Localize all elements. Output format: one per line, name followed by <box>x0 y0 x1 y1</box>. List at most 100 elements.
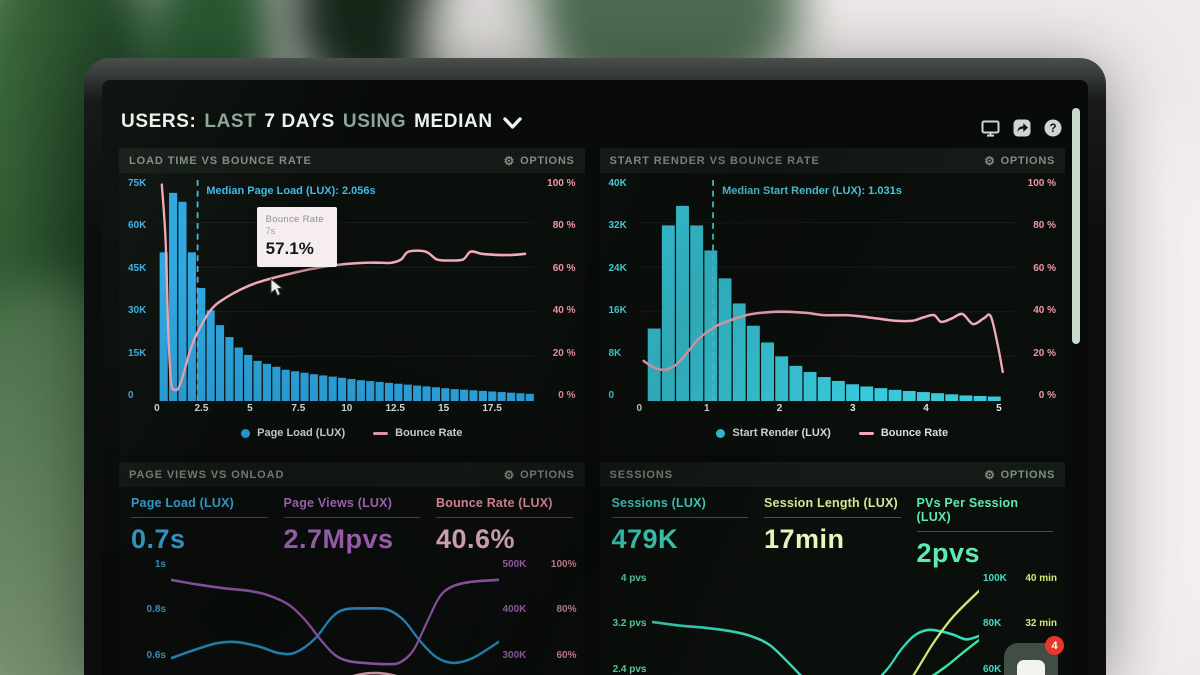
metric-label: Sessions (LUX) <box>611 496 706 510</box>
legend-line <box>858 431 874 435</box>
metric-label: Session Length (LUX) <box>764 496 898 510</box>
x-tick: 0 <box>636 403 643 414</box>
x-axis: 0 2.5 5 7.5 10 12.5 15 17.5 <box>119 401 585 418</box>
gear-icon: ⚙ <box>503 467 516 482</box>
y-tick: 20 % <box>1033 347 1056 359</box>
metric-value: 2.7Mpvs <box>283 524 394 554</box>
mouse-cursor <box>270 278 283 297</box>
legend-dot <box>241 428 251 438</box>
panel-header: PAGE VIEWS VS ONLOAD ⚙ OPTIONS <box>119 462 585 487</box>
y-tick: 4 pvs <box>620 573 647 584</box>
laptop-bezel: USERS: LAST 7 DAYS USING MEDIAN ? LOAD T… <box>84 58 1106 675</box>
y-tick: 500K <box>502 559 527 570</box>
y-tick: 40 % <box>552 305 576 317</box>
gear-icon: ⚙ <box>984 467 996 482</box>
display-icon[interactable] <box>981 120 1000 137</box>
options-label: OPTIONS <box>520 154 575 167</box>
y-axis-right: 100 % 80 % 60 % 40 % 20 % 0 % <box>535 178 579 401</box>
panel-load-time-vs-bounce-rate: LOAD TIME VS BOUNCE RATE ⚙ OPTIONS 75K 6… <box>119 148 585 455</box>
header-segment: 7 DAYS <box>264 111 335 132</box>
x-tick: 0 <box>154 403 160 414</box>
y-tick: 400K <box>502 604 527 615</box>
y-axis-left: 75K 60K 45K 30K 15K 0 <box>125 178 159 401</box>
legend-item-bounce-rate[interactable]: Bounce Rate <box>858 427 949 439</box>
x-tick: 10 <box>341 403 353 414</box>
panel-header: START RENDER VS BOUNCE RATE ⚙ OPTIONS <box>599 148 1065 173</box>
options-button[interactable]: ⚙ OPTIONS <box>504 155 575 167</box>
sessions-line-chart[interactable] <box>651 573 980 675</box>
dashboard-screen: USERS: LAST 7 DAYS USING MEDIAN ? LOAD T… <box>102 80 1088 675</box>
x-tick: 12.5 <box>385 403 405 414</box>
y-axis-left: 1s 0.8s 0.6s <box>125 559 171 675</box>
y-tick: 3.2 pvs <box>612 618 647 629</box>
y-tick: 0.8s <box>146 604 166 615</box>
y-tick: 0.6s <box>146 650 166 661</box>
metric-value: 40.6% <box>436 524 516 554</box>
gear-icon: ⚙ <box>503 153 516 168</box>
load-time-plot: Median Page Load (LUX): 2.056s Bounce Ra… <box>159 178 535 401</box>
start-render-histogram[interactable] <box>639 178 1016 401</box>
x-tick: 2 <box>776 403 783 414</box>
legend-item-start-render[interactable]: Start Render (LUX) <box>716 427 831 439</box>
y-tick: 60K <box>128 220 147 232</box>
panel-header: LOAD TIME VS BOUNCE RATE ⚙ OPTIONS <box>119 148 585 173</box>
header-segment: USING <box>342 111 407 132</box>
help-icon[interactable]: ? <box>1044 119 1062 137</box>
metric-label: Page Load (LUX) <box>131 496 235 510</box>
x-tick: 4 <box>923 403 929 414</box>
panel-sessions: SESSIONS ⚙ OPTIONS Sessions (LUX) 479K <box>599 462 1065 675</box>
y-tick: 40K <box>608 178 627 189</box>
tooltip-x-value: 7s <box>265 225 276 236</box>
metrics-row: Page Load (LUX) 0.7s Page Views (LUX) 2.… <box>119 487 585 557</box>
page-views-plot <box>171 559 499 675</box>
y-tick: 100K <box>983 573 1007 584</box>
load-time-histogram[interactable] <box>159 178 535 401</box>
header-toolbar: ? <box>981 119 1062 137</box>
tooltip-title: Bounce Rate <box>265 213 324 225</box>
y-tick: 80 % <box>552 220 576 232</box>
chat-launcher-button[interactable]: 4 <box>1004 636 1064 675</box>
legend-item-page-load[interactable]: Page Load (LUX) <box>241 427 345 439</box>
metric-value: 2pvs <box>916 538 981 568</box>
legend-dot <box>716 428 726 438</box>
x-tick: 2.5 <box>194 403 209 414</box>
x-tick: 17.5 <box>482 403 502 414</box>
y-tick: 60% <box>556 650 577 661</box>
metric-label: Bounce Rate (LUX) <box>436 496 553 510</box>
legend-label: Start Render (LUX) <box>732 427 831 439</box>
dashboard-grid: LOAD TIME VS BOUNCE RATE ⚙ OPTIONS 75K 6… <box>119 148 1065 675</box>
x-tick: 5 <box>247 403 253 414</box>
panel-title: LOAD TIME VS BOUNCE RATE <box>129 154 312 167</box>
options-button[interactable]: ⚙ OPTIONS <box>984 155 1055 167</box>
options-button[interactable]: ⚙ OPTIONS <box>984 469 1055 481</box>
options-button[interactable]: ⚙ OPTIONS <box>504 469 575 481</box>
metric-sessions: Sessions (LUX) 479K <box>611 496 748 569</box>
y-axis-right: 500K 100% 400K 80% 300K 60% <box>499 559 579 675</box>
legend-item-bounce-rate[interactable]: Bounce Rate <box>373 427 462 439</box>
y-tick: 0 % <box>558 389 576 401</box>
page-views-line-chart[interactable] <box>171 559 499 675</box>
y-axis-left: 4 pvs 3.2 pvs 2.4 pvs <box>606 573 652 675</box>
y-tick: 24K <box>608 262 627 274</box>
y-axis-right: 100 % 80 % 60 % 40 % 20 % 0 % <box>1015 178 1059 401</box>
y-tick: 30K <box>128 305 147 317</box>
metric-bounce-rate: Bounce Rate (LUX) 40.6% <box>436 496 573 555</box>
metric-value: 0.7s <box>131 524 186 554</box>
options-label: OPTIONS <box>1000 468 1055 481</box>
metric-page-load: Page Load (LUX) 0.7s <box>131 496 268 555</box>
metric-page-views: Page Views (LUX) 2.7Mpvs <box>283 496 420 555</box>
legend-label: Bounce Rate <box>880 427 949 439</box>
users-filter-dropdown[interactable]: USERS: LAST 7 DAYS USING MEDIAN <box>121 111 522 133</box>
y-tick: 0 <box>128 389 134 401</box>
y-tick: 100% <box>550 559 577 570</box>
share-icon[interactable] <box>1013 119 1031 137</box>
y-tick: 300K <box>502 650 527 661</box>
legend: Start Render (LUX) Bounce Rate <box>600 418 1066 448</box>
panel-header: SESSIONS ⚙ OPTIONS <box>599 462 1065 487</box>
scrollbar-thumb[interactable] <box>1072 108 1080 344</box>
median-annotation: Median Page Load (LUX): 2.056s <box>206 185 376 197</box>
panel-title: PAGE VIEWS VS ONLOAD <box>129 468 285 481</box>
panel-start-render-vs-bounce-rate: START RENDER VS BOUNCE RATE ⚙ OPTIONS 40… <box>599 148 1066 455</box>
y-tick: 60K <box>983 664 1002 675</box>
y-tick: 32K <box>608 220 627 232</box>
